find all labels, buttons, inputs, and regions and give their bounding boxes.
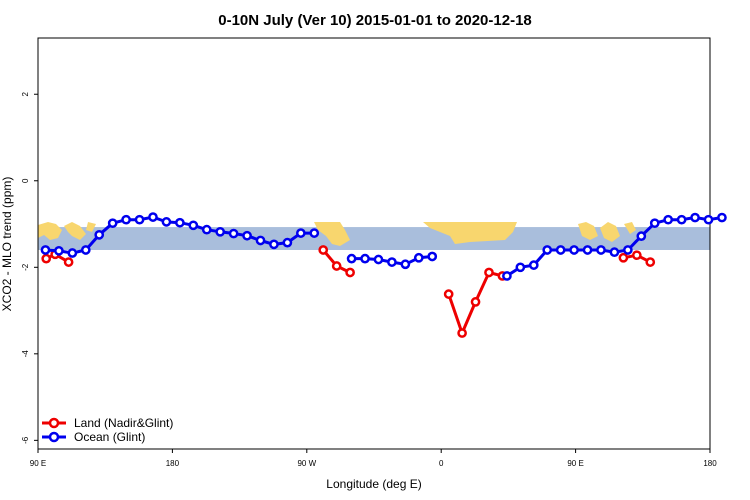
data-point [427, 251, 438, 262]
y-axis-label: XCO2 - MLO trend (ppm) [0, 177, 14, 312]
data-point [188, 220, 199, 231]
legend-land-marker [48, 417, 60, 429]
plot-frame [37, 37, 711, 450]
data-point [345, 267, 355, 278]
data-point [400, 259, 411, 270]
data-point [457, 328, 467, 338]
data-point [582, 245, 593, 255]
x-tick-label: 180 [166, 459, 180, 468]
data-point [331, 261, 342, 271]
data-point [228, 228, 239, 239]
data-point [631, 250, 642, 261]
series-ocean [40, 212, 727, 281]
data-point [346, 253, 357, 264]
data-point [148, 212, 158, 222]
data-point [663, 214, 674, 225]
x-tick-label: 90 E [30, 459, 46, 468]
y-tick-label: -6 [21, 436, 30, 444]
data-point [373, 254, 384, 265]
data-point [121, 214, 131, 225]
data-point [94, 229, 105, 240]
land-shape [600, 222, 620, 242]
data-point [41, 253, 52, 264]
data-point [215, 226, 226, 237]
data-point [515, 262, 526, 273]
y-tick-label: 0 [21, 178, 30, 183]
x-tick-label: 0 [439, 459, 444, 468]
data-point [528, 260, 539, 270]
data-point [54, 246, 64, 256]
x-tick-label: 180 [703, 459, 717, 468]
data-point [318, 245, 329, 255]
legend: Land (Nadir&Glint) Ocean (Glint) [42, 416, 173, 444]
legend-ocean-marker [48, 431, 60, 443]
data-point [134, 214, 145, 225]
chart-title: 0-10N July (Ver 10) 2015-01-01 to 2020-1… [218, 12, 532, 29]
data-point [623, 245, 633, 255]
x-tick-label: 90 E [567, 459, 583, 468]
y-axis: 2 0 -2 -4 -6 [21, 91, 38, 444]
data-point [282, 237, 293, 248]
y-tick-label: -4 [21, 350, 30, 358]
data-point [649, 218, 660, 229]
data-point [542, 245, 553, 255]
data-point [67, 248, 78, 258]
data-point [40, 245, 51, 255]
x-axis-label: Longitude (deg E) [326, 477, 421, 491]
data-point [502, 271, 512, 281]
data-point [242, 230, 252, 241]
data-point [201, 224, 212, 235]
data-point [690, 212, 700, 223]
data-point [609, 247, 620, 258]
data-point [636, 231, 647, 241]
data-point [645, 257, 656, 267]
land-shape [64, 222, 86, 240]
data-point [596, 245, 606, 255]
legend-land-label: Land (Nadir&Glint) [74, 416, 173, 430]
land-shape [38, 222, 62, 240]
land-shape [578, 222, 598, 240]
data-point [175, 217, 185, 228]
data-point [387, 257, 397, 267]
data-point [295, 228, 306, 238]
data-point [80, 245, 91, 255]
data-point [569, 245, 579, 255]
data-point [703, 214, 714, 225]
data-point [255, 235, 266, 246]
legend-ocean-label: Ocean (Glint) [74, 430, 145, 444]
y-tick-label: 2 [21, 91, 30, 96]
data-point [269, 239, 279, 250]
data-point [676, 214, 687, 225]
x-axis: 90 E 180 90 W 0 90 E 180 [30, 449, 717, 468]
land-shape [314, 222, 350, 246]
data-point [443, 289, 454, 299]
data-point [717, 212, 727, 223]
data-point [413, 252, 424, 263]
x-tick-label: 90 W [297, 459, 316, 468]
land-shape [423, 222, 517, 244]
data-point [107, 218, 118, 229]
data-point [555, 245, 566, 255]
land-shape [86, 222, 96, 232]
data-point [63, 257, 74, 267]
data-point [618, 252, 629, 263]
data-point [161, 217, 172, 227]
series-layer [40, 212, 727, 338]
data-point [470, 297, 481, 307]
data-point [309, 228, 320, 238]
land-shape [624, 222, 636, 234]
data-point [484, 267, 494, 278]
y-tick-label: -2 [21, 263, 30, 271]
data-point [360, 253, 370, 264]
land-ocean-band [38, 222, 710, 250]
